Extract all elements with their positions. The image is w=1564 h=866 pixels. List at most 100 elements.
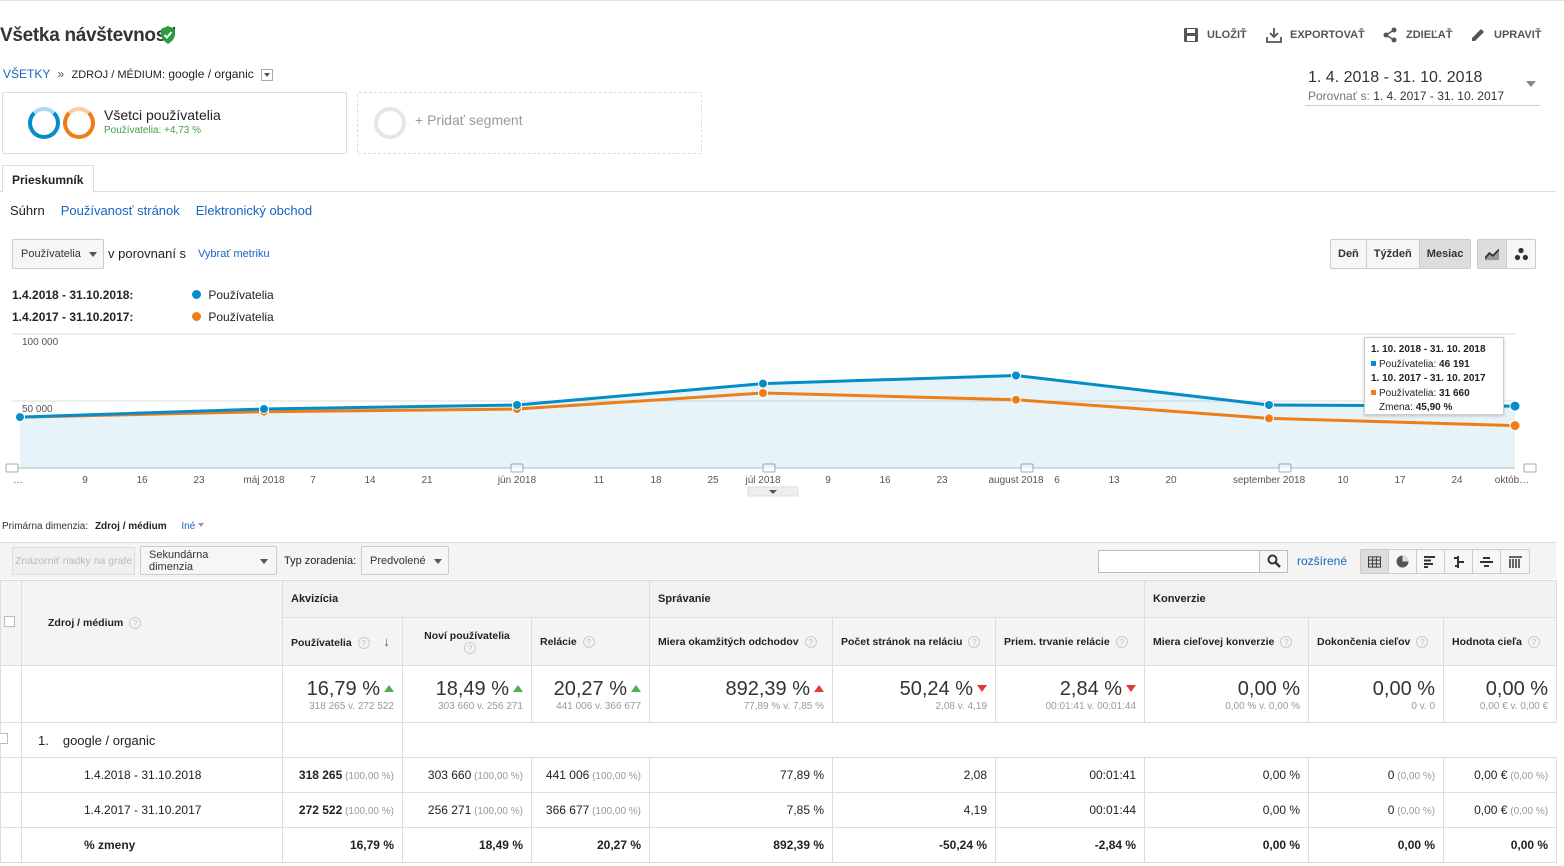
cell-value: 00:01:41	[1089, 768, 1137, 782]
tab-explorer[interactable]: Prieskumník	[2, 165, 94, 192]
y-tick-100000: 100 000	[22, 337, 59, 348]
search-button[interactable]	[1259, 551, 1287, 572]
date-range-compare[interactable]: Porovnať s: 1. 4. 2017 - 31. 10. 2017	[1308, 89, 1504, 103]
breadcrumb-dropdown[interactable]	[261, 68, 274, 81]
help-icon[interactable]: ?	[1115, 635, 1128, 648]
subtab-usability[interactable]: Používanosť stránok	[60, 203, 180, 218]
line-chart-button[interactable]	[1478, 240, 1507, 268]
sort-type-select[interactable]: Predvolené	[361, 546, 449, 575]
help-icon[interactable]: ?	[1528, 635, 1541, 648]
primary-dimension-value[interactable]: Zdroj / médium	[94, 521, 167, 532]
column-header-1[interactable]: Noví používatelia?	[402, 617, 532, 666]
dimension-header[interactable]: Zdroj / médium?	[21, 580, 283, 666]
select-all-checkbox[interactable]	[4, 616, 15, 627]
total-value-3: 892,39 %	[725, 677, 811, 700]
annotation-marker-jul[interactable]	[762, 463, 776, 473]
annotation-marker-jun[interactable]	[510, 463, 524, 473]
column-header-4[interactable]: Počet stránok na reláciu?	[832, 617, 997, 666]
total-value-5: 2,84 %	[1059, 677, 1123, 700]
annotation-marker-aug[interactable]	[1020, 463, 1034, 473]
row-dimension-link[interactable]: google / organic	[62, 732, 156, 748]
secondary-dimension-select[interactable]: Sekundárna dimenzia	[140, 546, 277, 575]
column-header-7[interactable]: Dokončenia cieľov?	[1308, 617, 1445, 666]
total-cell-3: 892,39 % 77,89 % v. 7,85 %	[649, 665, 834, 723]
metric-select[interactable]: Používatelia	[12, 239, 104, 269]
annotation-marker-sep[interactable]	[1278, 463, 1292, 473]
help-icon[interactable]: ?	[582, 635, 595, 648]
motion-chart-button[interactable]	[1507, 240, 1535, 268]
sort-desc-icon[interactable]: ↓	[379, 634, 390, 649]
add-segment-button[interactable]: + Pridať segment	[357, 92, 702, 154]
table-row-group[interactable]: 1. google / organic	[0, 722, 1557, 758]
row-blank-cell	[0, 827, 22, 863]
data-point-curr-1[interactable]	[259, 404, 269, 414]
help-icon[interactable]: ?	[129, 617, 142, 629]
other-dimension-link[interactable]: Iné	[181, 521, 196, 532]
period-week-button[interactable]: Týždeň	[1367, 240, 1420, 268]
cell-value: 00:01:44	[1089, 803, 1137, 817]
data-point-prev-4[interactable]	[1011, 394, 1021, 405]
data-point-prev-3[interactable]	[758, 388, 768, 398]
view-pie-button[interactable]	[1389, 550, 1417, 573]
row-checkbox[interactable]	[0, 733, 8, 744]
view-term-cloud-button[interactable]	[1473, 550, 1501, 573]
x-tick-6: 14	[364, 475, 376, 486]
data-point-curr-5[interactable]	[1264, 400, 1274, 410]
plot-rows-button[interactable]: Znázorniť riadky na grafe	[12, 547, 135, 575]
help-icon[interactable]: ?	[357, 637, 370, 649]
annotation-marker-right[interactable]	[1523, 463, 1537, 473]
row-empty-cell	[282, 722, 403, 758]
cell-2: 20,27 %	[530, 827, 651, 863]
x-tick-21: 10	[1337, 475, 1349, 486]
data-point-prev-6[interactable]	[1509, 420, 1521, 432]
data-point-curr-2[interactable]	[512, 400, 522, 410]
column-header-6[interactable]: Miera cieľovej konverzie?	[1144, 617, 1310, 666]
breadcrumb-value: google / organic	[168, 67, 254, 81]
x-tick-2: 16	[136, 475, 148, 486]
cell-value: 0	[1387, 768, 1395, 782]
line-chart[interactable]: 100 000 50 000 … 9 16 23 máj 2018 7 14 21 jún 20…	[0, 327, 1556, 499]
date-dropdown-caret[interactable]	[1526, 81, 1536, 92]
cell-percent: (100,00 %)	[589, 806, 642, 817]
view-pivot-button[interactable]	[1501, 550, 1529, 573]
segment-title: Všetci používatelia	[104, 107, 221, 123]
legend-series-2: Používatelia	[192, 310, 274, 324]
help-icon[interactable]: ?	[804, 635, 817, 648]
share-button[interactable]: ZDIEĽAŤ	[1382, 27, 1452, 43]
annotation-marker-left[interactable]	[5, 463, 19, 473]
date-range-main[interactable]: 1. 4. 2018 - 31. 10. 2018	[1308, 69, 1483, 86]
column-header-0[interactable]: Používatelia? ↓	[282, 617, 403, 666]
help-icon[interactable]: ?	[464, 641, 476, 654]
save-button[interactable]: ULOŽIŤ	[1183, 27, 1247, 43]
breadcrumb-all-link[interactable]: VŠETKY	[3, 67, 51, 81]
export-button[interactable]: EXPORTOVAŤ	[1266, 27, 1365, 43]
segment-all-users[interactable]: Všetci používatelia Používatelia: +4,73 …	[2, 92, 347, 154]
view-performance-button[interactable]	[1417, 550, 1445, 573]
view-comparison-button[interactable]	[1445, 550, 1473, 573]
subtab-ecommerce[interactable]: Elektronický obchod	[195, 203, 313, 218]
data-point-curr-3[interactable]	[758, 378, 768, 389]
data-point-prev-5[interactable]	[1264, 413, 1274, 424]
data-point-curr-4[interactable]	[1011, 370, 1021, 381]
column-header-3[interactable]: Miera okamžitých odchodov?	[649, 617, 834, 666]
cell-percent: (0,00 %)	[1507, 771, 1549, 782]
help-icon[interactable]: ?	[968, 635, 981, 648]
totals-label-cell	[21, 665, 283, 723]
column-header-8[interactable]: Hodnota cieľa?	[1443, 617, 1558, 666]
advanced-link[interactable]: rozšírené	[1297, 554, 1348, 568]
subtab-summary[interactable]: Súhrn	[10, 203, 45, 218]
view-table-button[interactable]	[1361, 550, 1389, 573]
help-icon[interactable]: ?	[1280, 635, 1293, 648]
help-icon[interactable]: ?	[1416, 635, 1429, 648]
column-header-2[interactable]: Relácie?	[530, 617, 651, 666]
period-month-button[interactable]: Mesiac	[1419, 240, 1471, 268]
data-point-curr-6[interactable]	[1509, 400, 1521, 412]
total-compare-2: 441 006 v. 366 677	[556, 700, 642, 712]
column-header-5[interactable]: Priem. trvanie relácie?	[995, 617, 1146, 666]
select-metric-link[interactable]: Vybrať metriku	[198, 248, 270, 260]
cell-value: 0,00 %	[1262, 768, 1301, 782]
period-day-button[interactable]: Deň	[1331, 240, 1367, 268]
data-point-curr-0[interactable]	[15, 412, 25, 423]
edit-button[interactable]: UPRAVIŤ	[1470, 27, 1541, 43]
table-search-input[interactable]	[1098, 550, 1288, 573]
